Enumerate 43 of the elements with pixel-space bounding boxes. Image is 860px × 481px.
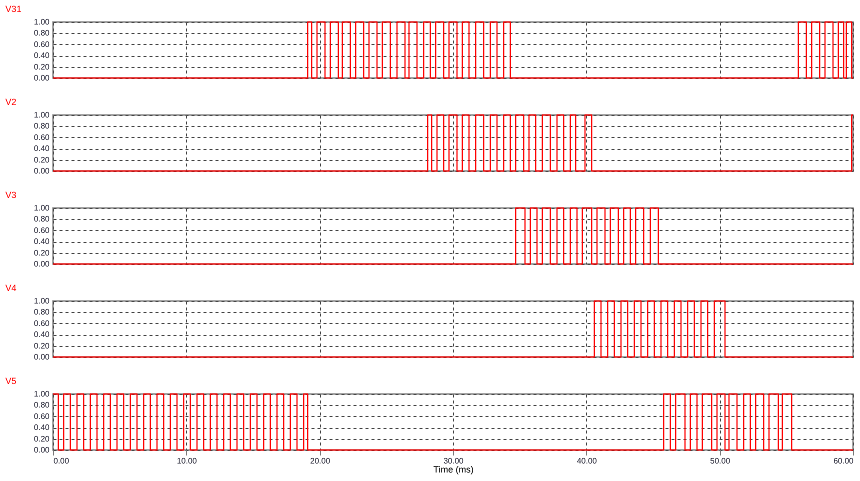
y-tick-label: 0.40 xyxy=(34,237,50,246)
y-tick-label: 0.40 xyxy=(34,330,50,340)
y-tick-label: 1.00 xyxy=(34,390,50,398)
y-tick-label: 0.40 xyxy=(34,423,50,432)
y-tick-label: 0.40 xyxy=(34,51,50,60)
y-tick-label: 0.00 xyxy=(34,166,50,176)
x-axis-title: Time (ms) xyxy=(433,464,474,474)
x-tick-label: 10.00 xyxy=(176,456,198,466)
y-tick-label: 0.60 xyxy=(34,318,50,328)
x-tick-label: 60.00 xyxy=(833,456,854,466)
x-tick-label: 20.00 xyxy=(310,456,331,466)
y-tick-label: 0.80 xyxy=(34,308,50,317)
chart-title: V31 xyxy=(5,4,22,14)
y-tick-label: 0.40 xyxy=(34,144,50,154)
y-tick-label: 0.80 xyxy=(34,400,50,410)
x-tick-label: 0.00 xyxy=(54,456,70,466)
y-tick-label: 0.00 xyxy=(34,352,50,362)
y-tick-label: 0.60 xyxy=(34,132,50,142)
chart-title: V2 xyxy=(5,97,16,107)
y-tick-label: 0.00 xyxy=(34,260,50,268)
x-tick-label: 50.00 xyxy=(710,456,731,466)
y-tick-label: 0.00 xyxy=(34,74,50,82)
chart-title: V3 xyxy=(5,190,16,200)
y-tick-label: 0.80 xyxy=(34,28,50,38)
x-tick-label: 30.00 xyxy=(443,456,464,466)
y-tick-label: 0.20 xyxy=(34,155,50,164)
y-tick-label: 0.20 xyxy=(34,434,50,444)
y-tick-label: 0.00 xyxy=(34,446,50,454)
y-tick-label: 0.20 xyxy=(34,248,50,258)
y-tick-label: 1.00 xyxy=(34,18,50,26)
chart-title: V5 xyxy=(5,376,16,386)
y-tick-label: 0.60 xyxy=(34,226,50,235)
y-tick-label: 0.60 xyxy=(34,40,50,49)
y-tick-label: 0.80 xyxy=(34,122,50,131)
y-tick-label: 1.00 xyxy=(34,296,50,306)
y-tick-label: 1.00 xyxy=(34,110,50,120)
chart-title: V4 xyxy=(5,283,16,293)
y-tick-label: 0.60 xyxy=(34,412,50,421)
y-tick-label: 0.80 xyxy=(34,214,50,224)
y-tick-label: 1.00 xyxy=(34,204,50,212)
y-tick-label: 0.20 xyxy=(34,341,50,350)
x-tick-label: 40.00 xyxy=(576,456,598,466)
y-tick-label: 0.20 xyxy=(34,62,50,72)
